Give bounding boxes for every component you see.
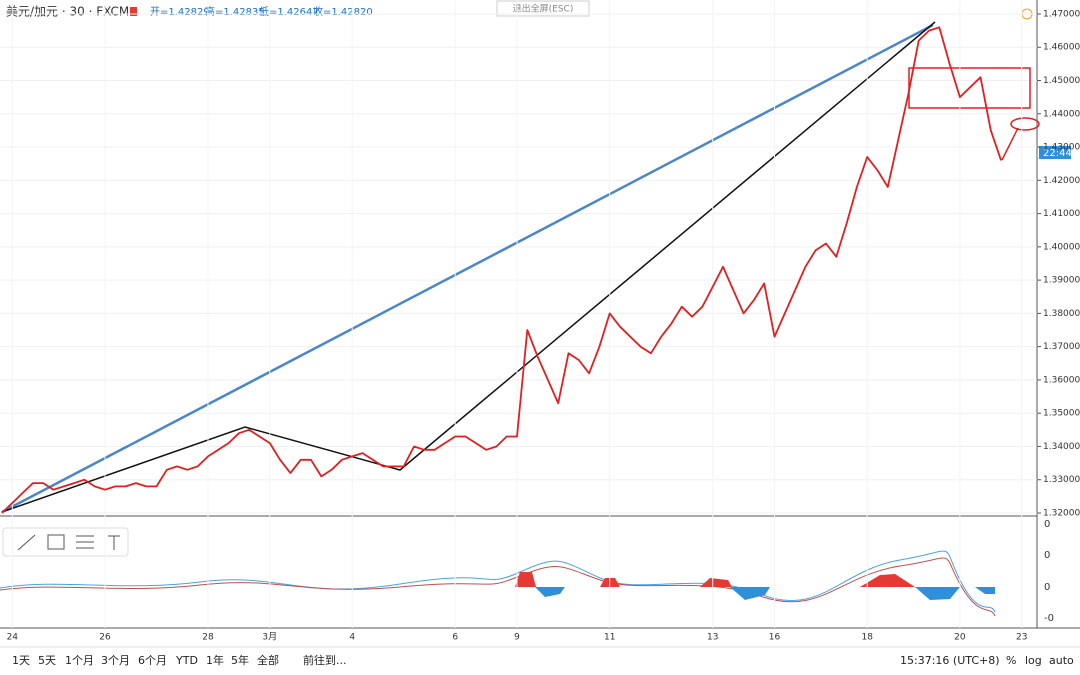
range-button[interactable]: YTD: [175, 654, 198, 667]
goto-button[interactable]: 前往到...: [303, 653, 347, 667]
y-tick-label: 1.38000: [1043, 309, 1080, 319]
exit-fullscreen-label[interactable]: 退出全屏(ESC): [513, 3, 574, 15]
x-tick-label: 13: [707, 633, 718, 643]
percent-toggle[interactable]: %: [1006, 654, 1016, 667]
price-tag: [1039, 146, 1071, 159]
range-button[interactable]: 3个月: [101, 654, 130, 667]
osc-tick: 0: [1044, 519, 1050, 530]
ohlc-close: 收=1.42820: [313, 5, 373, 18]
ohlc-open: 开=1.42829: [150, 7, 210, 18]
y-tick-label: 1.45000: [1043, 76, 1080, 86]
x-tick-label: 20: [954, 633, 966, 643]
y-tick-label: 1.32000: [1043, 509, 1080, 519]
x-tick-label: 23: [1016, 633, 1027, 643]
x-tick-label: 26: [99, 633, 111, 643]
x-tick-label: 11: [604, 633, 615, 643]
y-tick-label: 1.46000: [1043, 43, 1080, 53]
y-tick-label: 1.43000: [1043, 143, 1080, 153]
range-button[interactable]: 1年: [206, 653, 224, 667]
tool-line[interactable]: [17, 534, 36, 551]
range-button[interactable]: 6个月: [138, 654, 167, 667]
range-button[interactable]: 5天: [38, 654, 56, 667]
ohlc-high: 高=1.42835: [205, 5, 265, 18]
drawing-toolbar: [2, 527, 129, 557]
osc-tick: -0: [1044, 613, 1054, 624]
tool-text[interactable]: [108, 535, 120, 550]
range-button[interactable]: 1天: [12, 654, 30, 667]
x-tick-label: 6: [452, 633, 458, 643]
flag-icon: [130, 7, 137, 16]
exit-fullscreen-button[interactable]: [496, 0, 590, 17]
oscillator-hist-pos: [515, 572, 915, 587]
price-line: [1, 26, 1002, 514]
y-tick-label: 1.40000: [1043, 242, 1080, 252]
range-button[interactable]: 全部: [257, 653, 279, 667]
auto-toggle[interactable]: auto: [1049, 654, 1074, 667]
range-buttons: 1天 5天 1个月 3个月 6个月 YTD 1年 5年 全部: [12, 653, 279, 667]
y-tick-label: 1.39000: [1043, 276, 1080, 286]
range-button[interactable]: 5年: [231, 653, 249, 667]
y-tick-label: 1.42000: [1043, 176, 1080, 186]
log-toggle[interactable]: log: [1025, 654, 1042, 667]
target-ellipse: [1010, 117, 1040, 131]
x-tick-label: 16: [769, 633, 781, 643]
x-tick-label: 4: [349, 633, 355, 643]
y-tick-label: 1.47000: [1043, 9, 1080, 19]
oscillator-signal: [0, 557, 996, 617]
y-tick-label: 1.44000: [1043, 109, 1080, 119]
y-tick-label: 1.35000: [1043, 409, 1080, 419]
x-tick-label: 28: [202, 633, 214, 643]
x-tick-label: 24: [7, 633, 19, 643]
price-tag-label: 22:44: [1043, 148, 1072, 159]
y-tick-label: 1.34000: [1043, 442, 1080, 452]
osc-tick: 0: [1044, 550, 1050, 561]
symbol: 美元/加元 · 30 · FXCM: [6, 5, 129, 19]
x-tick-label: 3月: [262, 632, 277, 643]
range-button[interactable]: 1个月: [65, 654, 94, 667]
oscillator-hist-neg: [535, 587, 995, 600]
arrow-line: [1001, 127, 1019, 161]
trend-line-blue: [1, 23, 934, 514]
oscillator-line: [0, 550, 996, 613]
x-tick-label: 9: [514, 633, 520, 643]
y-tick-label: 1.36000: [1043, 375, 1080, 385]
tool-fib[interactable]: [76, 535, 94, 549]
tool-rect[interactable]: [47, 534, 65, 550]
y-tick-label: 1.33000: [1043, 475, 1080, 485]
trend-line-black: [1, 21, 936, 513]
osc-tick: 0: [1044, 582, 1050, 593]
x-tick-label: 18: [861, 633, 873, 643]
y-tick-label: 1.37000: [1043, 342, 1080, 352]
y-tick-label: 1.41000: [1043, 209, 1080, 219]
clock: 15:37:16 (UTC+8): [900, 654, 1000, 667]
ohlc-low: 低=1.42647: [259, 5, 319, 18]
